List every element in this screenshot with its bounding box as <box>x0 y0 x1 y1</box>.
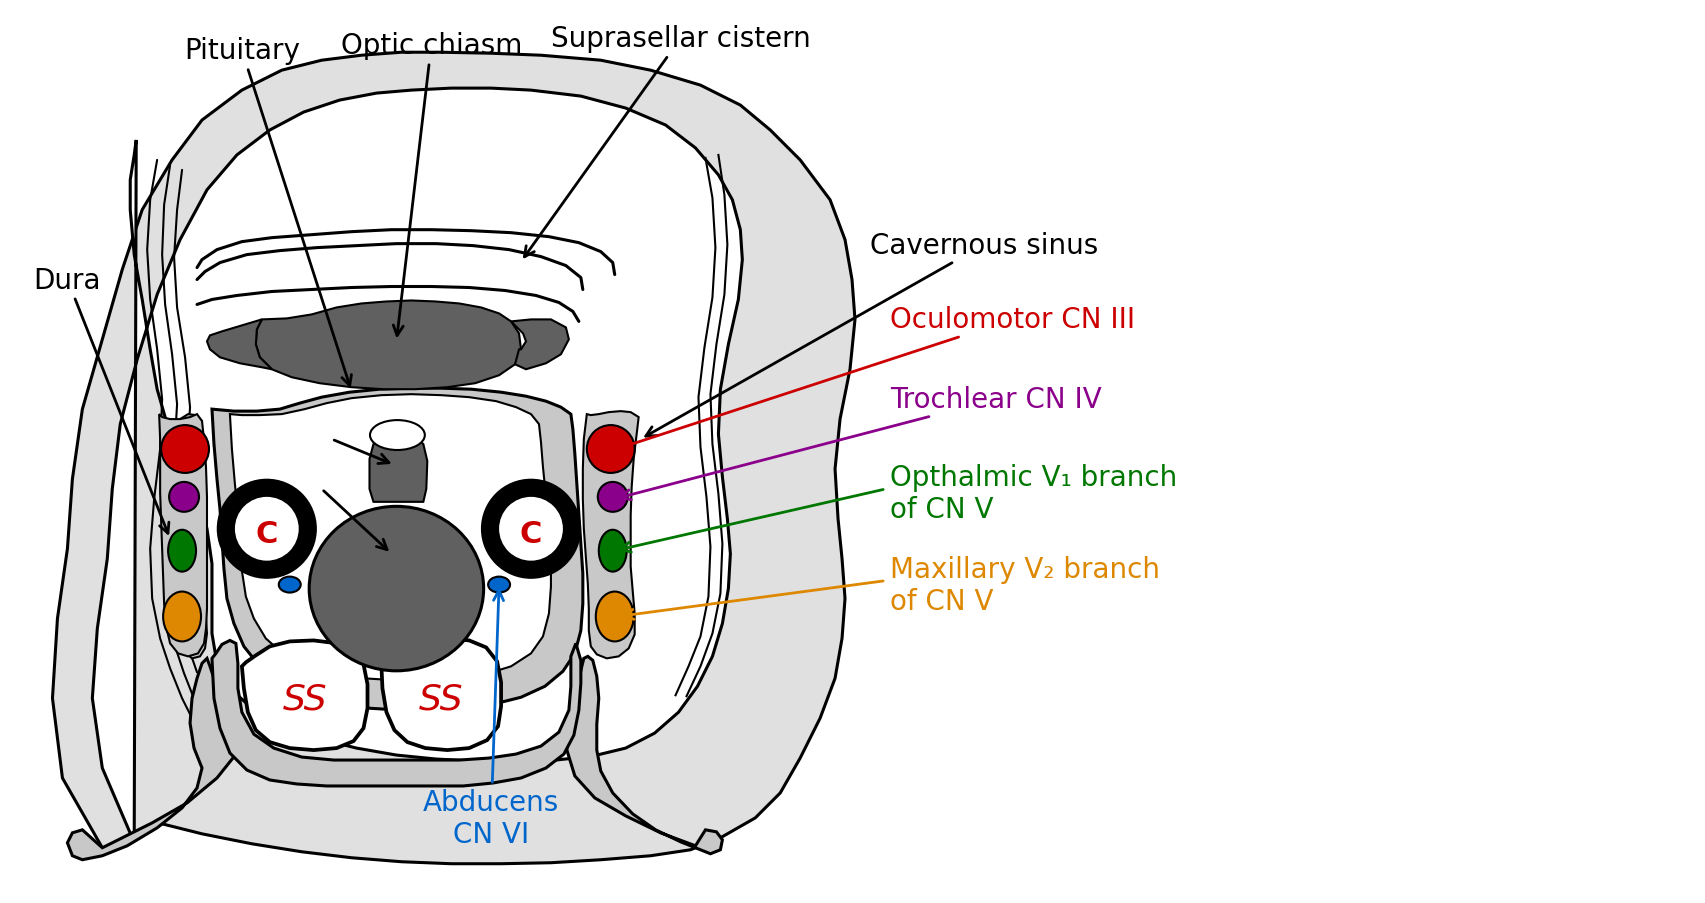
Text: Abducens
CN VI: Abducens CN VI <box>423 591 559 848</box>
Ellipse shape <box>598 530 626 572</box>
Polygon shape <box>230 395 551 681</box>
Polygon shape <box>256 301 520 390</box>
Circle shape <box>483 481 578 577</box>
Ellipse shape <box>164 591 201 642</box>
Text: Suprasellar cistern: Suprasellar cistern <box>523 25 810 257</box>
Circle shape <box>587 425 634 473</box>
Text: SS: SS <box>419 682 464 715</box>
Text: Cavernous sinus: Cavernous sinus <box>646 231 1098 437</box>
Text: Maxillary V₂ branch: Maxillary V₂ branch <box>890 555 1159 583</box>
Polygon shape <box>68 658 240 860</box>
Text: C: C <box>256 519 278 549</box>
Text: Pituitary: Pituitary <box>184 37 351 386</box>
Circle shape <box>235 498 298 561</box>
Polygon shape <box>211 389 583 711</box>
Text: SS: SS <box>283 682 327 715</box>
Polygon shape <box>169 414 206 658</box>
Text: Optic chiasm: Optic chiasm <box>341 33 522 336</box>
Circle shape <box>500 498 563 561</box>
Circle shape <box>597 482 627 512</box>
Text: Trochlear CN IV: Trochlear CN IV <box>621 386 1101 500</box>
Polygon shape <box>159 414 206 656</box>
Polygon shape <box>566 656 721 854</box>
Ellipse shape <box>309 507 483 671</box>
Polygon shape <box>382 638 501 750</box>
Text: Oculomotor CN III: Oculomotor CN III <box>616 306 1134 452</box>
Polygon shape <box>211 641 580 787</box>
Polygon shape <box>583 412 638 658</box>
Text: of CN V: of CN V <box>890 495 992 523</box>
Circle shape <box>169 482 199 512</box>
Ellipse shape <box>278 577 300 593</box>
Circle shape <box>218 481 314 577</box>
Ellipse shape <box>488 577 510 593</box>
Text: Opthalmic V₁ branch: Opthalmic V₁ branch <box>890 463 1176 491</box>
Text: C: C <box>520 519 542 549</box>
Polygon shape <box>370 435 426 502</box>
Circle shape <box>160 425 210 473</box>
Polygon shape <box>92 89 742 838</box>
Polygon shape <box>53 53 854 864</box>
Ellipse shape <box>169 530 196 572</box>
Polygon shape <box>206 320 271 370</box>
Ellipse shape <box>370 421 425 451</box>
Polygon shape <box>512 320 568 370</box>
Text: Dura: Dura <box>34 266 169 534</box>
Ellipse shape <box>595 591 633 642</box>
Text: of CN V: of CN V <box>890 587 992 615</box>
Polygon shape <box>242 641 367 750</box>
